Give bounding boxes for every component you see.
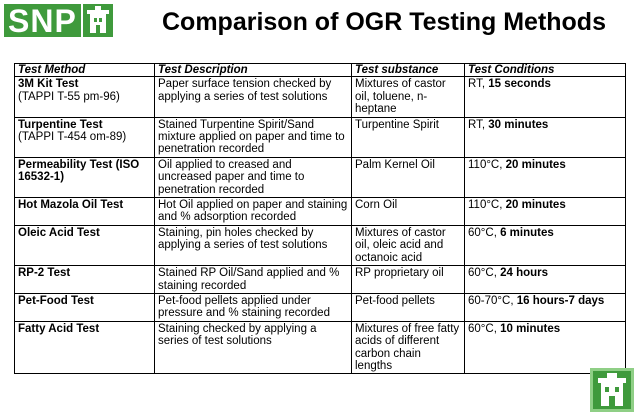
method-cell: 3M Kit Test (TAPPI T-55 pm-96) [14, 76, 155, 118]
conditions-cell: 60°C, 10 minutes [464, 320, 626, 375]
header-test-description: Test Description [154, 62, 352, 78]
table-row: Oleic Acid Test Staining, pin holes chec… [14, 224, 626, 267]
method-cell: Permeability Test (ISO 16532-1) [14, 156, 155, 199]
conditions-cell: 60°C, 6 minutes [464, 224, 626, 267]
conditions-temp: 60°C, [468, 226, 501, 239]
method-name: Turpentine Test [18, 118, 103, 131]
conditions-duration: 24 hours [500, 267, 549, 280]
page-title: Comparison of OGR Testing Methods [162, 8, 606, 36]
method-cell: Turpentine Test (TAPPI T-454 om-89) [14, 116, 155, 158]
logo-text: SNP [4, 4, 81, 37]
description-cell: Pet-food pellets applied under pressure … [154, 292, 352, 322]
conditions-duration: 10 minutes [500, 322, 561, 335]
table-row: RP-2 Test Stained RP Oil/Sand applied an… [14, 265, 626, 294]
substance-cell: Corn Oil [351, 197, 465, 226]
building-icon [590, 368, 634, 412]
method-cell: Fatty Acid Test [14, 320, 155, 375]
conditions-cell: 60-70°C, 16 hours-7 days [464, 292, 626, 322]
method-standard: (TAPPI T-55 pm-96) [18, 90, 120, 103]
substance-cell: Mixtures of castor oil, oleic acid and o… [351, 224, 465, 267]
substance-cell: Palm Kernel Oil [351, 156, 465, 199]
table-row: Hot Mazola Oil Test Hot Oil applied on p… [14, 197, 626, 226]
conditions-temp: 110°C, [468, 158, 506, 171]
table-row: Fatty Acid Test Staining checked by appl… [14, 320, 626, 375]
table-row: Turpentine Test (TAPPI T-454 om-89) Stain… [14, 116, 626, 158]
method-name: 3M Kit Test [18, 78, 79, 91]
method-standard: (TAPPI T-454 om-89) [18, 131, 127, 144]
description-cell: Staining checked by applying a series of… [154, 320, 352, 375]
substance-cell: Mixtures of castor oil, toluene, n-hepta… [351, 76, 465, 118]
header-test-method: Test Method [14, 62, 155, 78]
conditions-cell: RT, 15 seconds [464, 76, 626, 118]
method-cell: Hot Mazola Oil Test [14, 197, 155, 226]
table-header-row: Test Method Test Description Test substa… [14, 62, 626, 78]
conditions-duration: 30 minutes [488, 118, 549, 131]
conditions-temp: RT, [468, 78, 489, 91]
method-cell: RP-2 Test [14, 265, 155, 294]
building-icon [82, 4, 113, 37]
description-cell: Stained RP Oil/Sand applied and % staini… [154, 265, 352, 294]
description-cell: Stained Turpentine Spirit/Sand mixture a… [154, 116, 352, 158]
snp-logo: SNP [4, 4, 113, 37]
description-cell: Oil applied to creased and uncreased pap… [154, 156, 352, 199]
conditions-temp: 60-70°C, [468, 294, 517, 307]
conditions-duration: 20 minutes [505, 158, 566, 171]
method-cell: Oleic Acid Test [14, 224, 155, 267]
description-cell: Paper surface tension checked by applyin… [154, 76, 352, 118]
conditions-cell: 60°C, 24 hours [464, 265, 626, 294]
table-row: Permeability Test (ISO 16532-1) Oil appl… [14, 156, 626, 199]
conditions-temp: 110°C, [468, 199, 506, 212]
table-row: 3M Kit Test (TAPPI T-55 pm-96) Paper surf… [14, 76, 626, 118]
substance-cell: Turpentine Spirit [351, 116, 465, 158]
header-test-conditions: Test Conditions [464, 62, 626, 78]
description-cell: Hot Oil applied on paper and staining an… [154, 197, 352, 226]
substance-cell: RP proprietary oil [351, 265, 465, 294]
conditions-duration: 20 minutes [505, 199, 566, 212]
conditions-cell: 110°C, 20 minutes [464, 197, 626, 226]
substance-cell: Mixtures of free fatty acids of differen… [351, 320, 465, 375]
conditions-cell: 110°C, 20 minutes [464, 156, 626, 199]
conditions-temp: 60°C, [468, 322, 501, 335]
substance-cell: Pet-food pellets [351, 292, 465, 322]
conditions-temp: 60°C, [468, 267, 501, 280]
conditions-temp: RT, [468, 118, 489, 131]
table-row: Pet-Food Test Pet-food pellets applied u… [14, 292, 626, 322]
description-cell: Staining, pin holes checked by applying … [154, 224, 352, 267]
header-test-substance: Test substance [351, 62, 465, 78]
conditions-duration: 15 seconds [488, 78, 551, 91]
method-cell: Pet-Food Test [14, 292, 155, 322]
conditions-cell: RT, 30 minutes [464, 116, 626, 158]
conditions-duration: 16 hours-7 days [516, 294, 605, 307]
comparison-table: Test Method Test Description Test substa… [14, 62, 626, 375]
conditions-duration: 6 minutes [500, 226, 554, 239]
